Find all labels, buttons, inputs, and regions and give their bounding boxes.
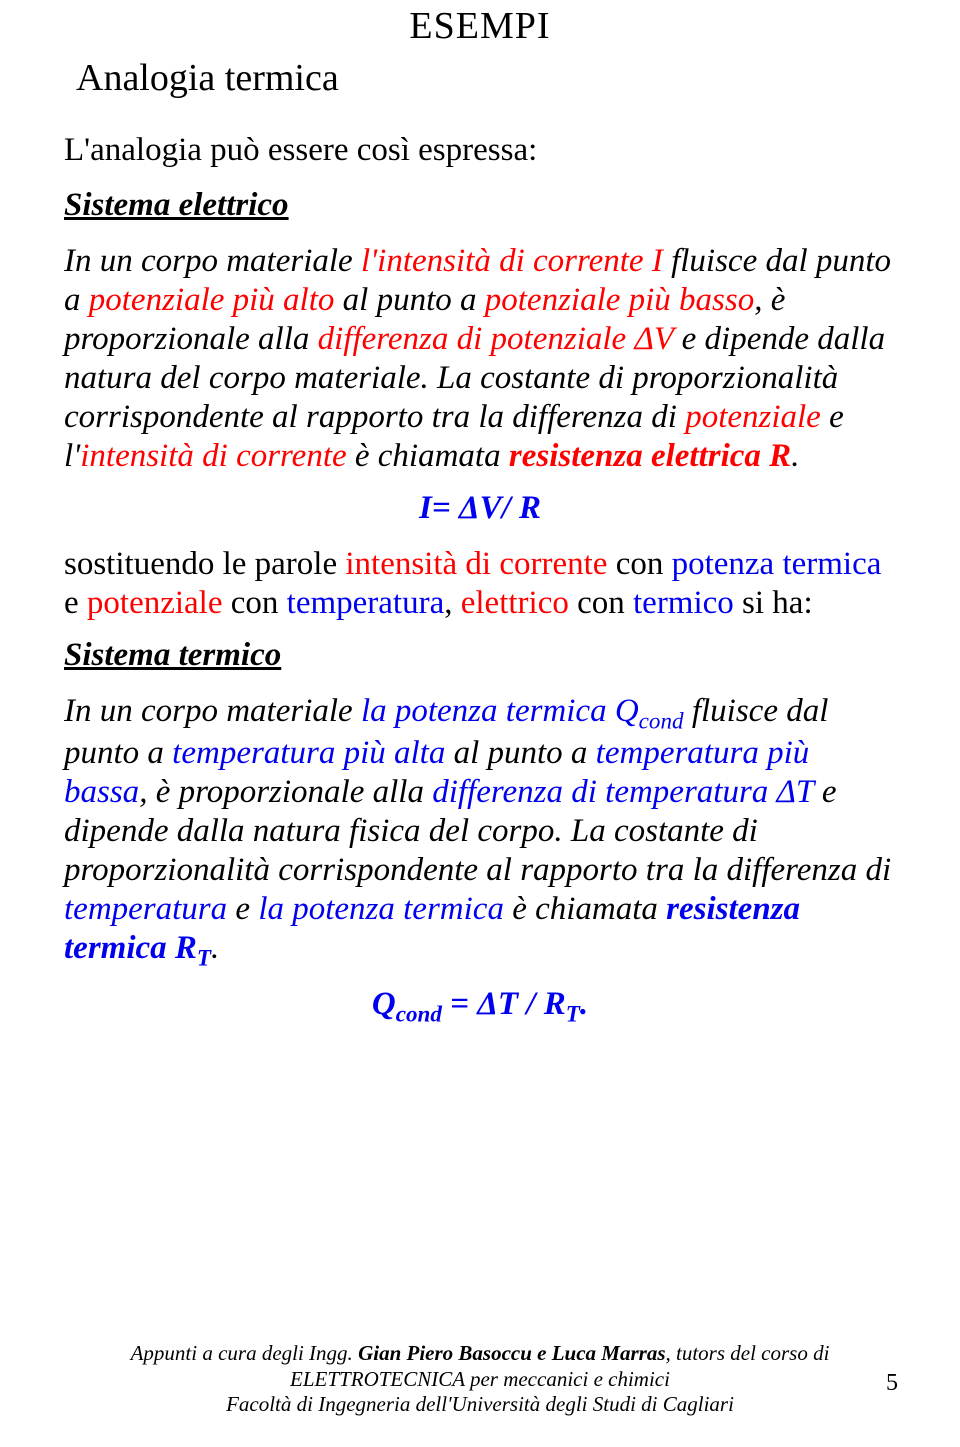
paragraph-elettrico: In un corpo materiale l'intensità di cor…	[64, 224, 896, 476]
formula-termico: Qcond = ΔT / RT.	[64, 972, 896, 1028]
page-footer: Appunti a cura degli Ingg. Gian Piero Ba…	[0, 1341, 960, 1417]
page-header: ESEMPI	[64, 0, 896, 48]
text: e	[64, 585, 87, 621]
page: ESEMPI Analogia termica L'analogia può e…	[0, 0, 960, 1447]
formula-elettrico: I= ΔV/ R	[64, 476, 896, 527]
text-red: potenziale più alto	[89, 282, 335, 318]
text: In un corpo materiale	[64, 693, 361, 729]
text-blue: la potenza termica Qcond	[361, 693, 684, 729]
text-blue: temperatura	[64, 891, 227, 927]
text: con	[607, 546, 671, 582]
text: al punto a	[445, 735, 595, 771]
text: con	[569, 585, 633, 621]
formula-sub: T	[566, 1000, 580, 1026]
text: sostituendo le parole	[64, 546, 345, 582]
formula-eq: = ΔT / R	[442, 986, 566, 1022]
text-blue: differenza di temperatura ΔT	[432, 774, 813, 810]
footer-line-1: Appunti a cura degli Ingg. Gian Piero Ba…	[0, 1341, 960, 1366]
text-red: intensità di corrente	[80, 438, 346, 474]
text-red: intensità di corrente	[345, 546, 607, 582]
text-blue: temperatura	[287, 585, 445, 621]
text: ,	[444, 585, 461, 621]
intro-line: L'analogia può essere così espressa:	[64, 100, 896, 169]
text: , è proporzionale alla	[139, 774, 432, 810]
text: e	[227, 891, 258, 927]
formula-sub: cond	[396, 1000, 442, 1026]
section-title: Analogia termica	[64, 48, 896, 100]
formula-q: Q	[372, 986, 396, 1022]
text: è chiamata	[347, 438, 509, 474]
text-red: potenziale	[87, 585, 223, 621]
paragraph-termico: In un corpo materiale la potenza termica…	[64, 674, 896, 972]
text-blue: la potenza termica	[258, 891, 504, 927]
formula-dot: .	[580, 986, 588, 1022]
text: con	[223, 585, 287, 621]
text-red-bold: resistenza elettrica R	[509, 438, 791, 474]
text: è chiamata	[504, 891, 666, 927]
text-red: potenziale	[685, 399, 821, 435]
text-red: elettrico	[461, 585, 569, 621]
text: si ha:	[734, 585, 813, 621]
text-red: l'intensità di corrente I	[361, 243, 663, 279]
text-blue: termico	[633, 585, 734, 621]
sistema-termico-heading: Sistema termico	[64, 623, 896, 674]
sistema-elettrico-heading: Sistema elettrico	[64, 169, 896, 224]
footer-line-3: Facoltà di Ingegneria dell'Università de…	[0, 1392, 960, 1417]
text: al punto a	[334, 282, 484, 318]
text: .	[211, 930, 219, 966]
text-red: differenza di potenziale ΔV	[318, 321, 674, 357]
page-number: 5	[886, 1370, 898, 1397]
text-blue: temperatura più alta	[172, 735, 445, 771]
paragraph-substitution: sostituendo le parole intensità di corre…	[64, 527, 896, 623]
footer-line-2: ELETTROTECNICA per meccanici e chimici	[0, 1367, 960, 1392]
text-red: potenziale più basso	[485, 282, 755, 318]
text-blue: potenza termica	[672, 546, 882, 582]
text: In un corpo materiale	[64, 243, 361, 279]
text: .	[791, 438, 799, 474]
